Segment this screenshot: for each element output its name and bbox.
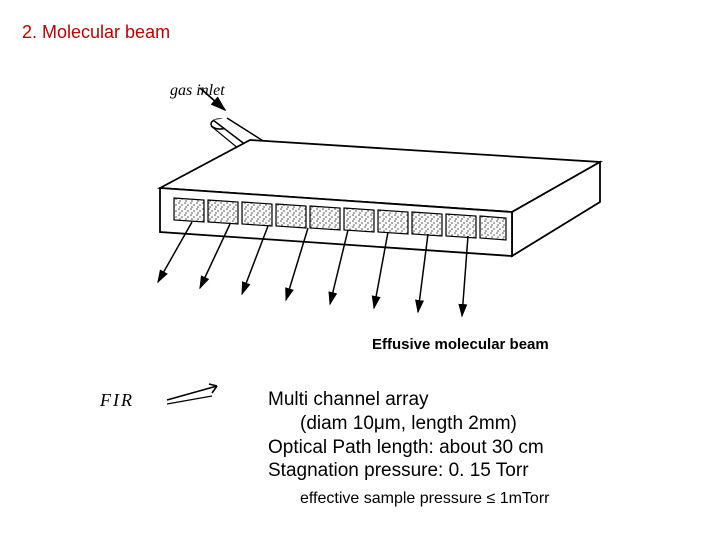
body-line-2: (diam 10μm, length 2mm) [268,412,544,436]
body-line-4: Stagnation pressure: 0. 15 Torr [268,459,544,483]
body-line-1: Multi channel array [268,388,544,412]
fir-label: FIR [100,390,134,411]
diagram-caption: Effusive molecular beam [372,336,549,353]
description-text: Multi channel array (diam 10μm, length 2… [268,388,544,483]
channel-block-icon [160,140,600,256]
fir-arrow-icon [162,378,232,408]
body-line-3: Optical Path length: about 30 cm [268,436,544,460]
gas-inlet-arrow-icon [200,88,225,110]
molecular-beam-diagram [100,70,620,330]
footnote-text: effective sample pressure ≤ 1mTorr [300,490,549,508]
section-heading: 2. Molecular beam [22,22,170,43]
